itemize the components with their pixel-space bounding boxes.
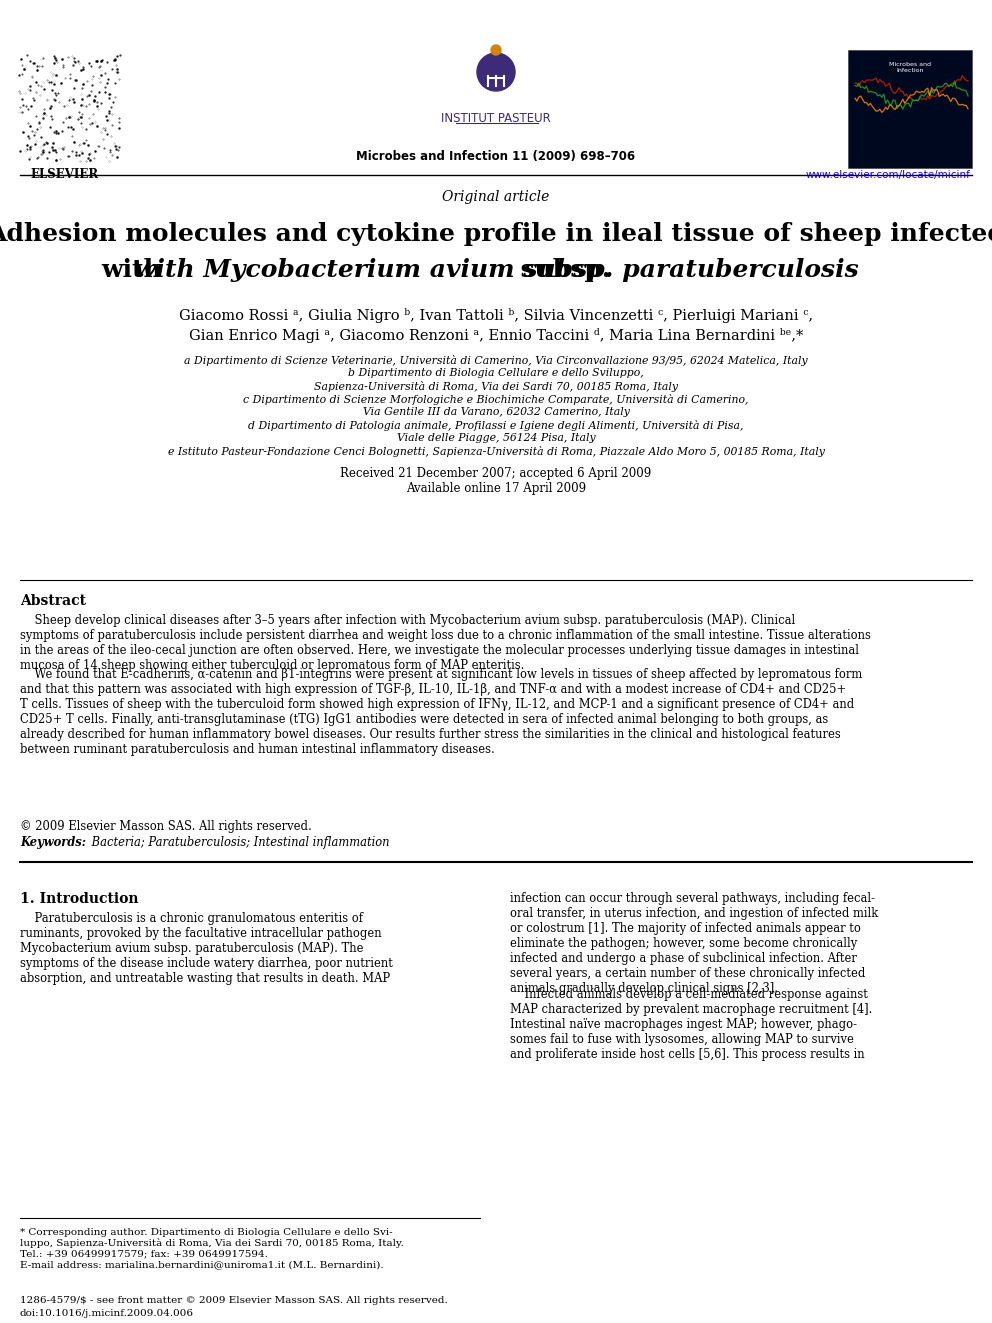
Text: Original article: Original article xyxy=(442,191,550,204)
Text: Bacteria; Paratuberculosis; Intestinal inflammation: Bacteria; Paratuberculosis; Intestinal i… xyxy=(88,836,390,849)
Text: Received 21 December 2007; accepted 6 April 2009: Received 21 December 2007; accepted 6 Ap… xyxy=(340,467,652,480)
Text: Giacomo Rossi ᵃ, Giulia Nigro ᵇ, Ivan Tattoli ᵇ, Silvia Vincenzetti ᶜ, Pierluigi: Giacomo Rossi ᵃ, Giulia Nigro ᵇ, Ivan Ta… xyxy=(179,308,813,323)
Text: ELSEVIER: ELSEVIER xyxy=(31,168,99,181)
Text: www.elsevier.com/locate/micinf: www.elsevier.com/locate/micinf xyxy=(806,169,970,180)
Text: Paratuberculosis is a chronic granulomatous enteritis of
ruminants, provoked by : Paratuberculosis is a chronic granulomat… xyxy=(20,912,393,986)
Text: Adhesion molecules and cytokine profile in ileal tissue of sheep infected: Adhesion molecules and cytokine profile … xyxy=(0,222,992,246)
Text: b Dipartimento di Biologia Cellulare e dello Sviluppo,: b Dipartimento di Biologia Cellulare e d… xyxy=(348,368,644,378)
Text: Via Gentile III da Varano, 62032 Camerino, Italy: Via Gentile III da Varano, 62032 Camerin… xyxy=(362,407,630,417)
Text: doi:10.1016/j.micinf.2009.04.006: doi:10.1016/j.micinf.2009.04.006 xyxy=(20,1308,194,1318)
Text: e Istituto Pasteur-Fondazione Cenci Bolognetti, Sapienza-Università di Roma, Pia: e Istituto Pasteur-Fondazione Cenci Bolo… xyxy=(168,446,824,456)
Text: c Dipartimento di Scienze Morfologiche e Biochimiche Comparate, Università di Ca: c Dipartimento di Scienze Morfologiche e… xyxy=(243,394,749,405)
Circle shape xyxy=(491,45,501,56)
Text: Available online 17 April 2009: Available online 17 April 2009 xyxy=(406,482,586,495)
Bar xyxy=(848,50,972,168)
Text: Keywords:: Keywords: xyxy=(20,836,86,849)
Text: INSTITUT PASTEUR: INSTITUT PASTEUR xyxy=(441,112,551,124)
Text: infection can occur through several pathways, including fecal-
oral transfer, in: infection can occur through several path… xyxy=(510,892,878,995)
Text: Microbes and
Infection: Microbes and Infection xyxy=(889,62,931,73)
Text: Gian Enrico Magi ᵃ, Giacomo Renzoni ᵃ, Ennio Taccini ᵈ, Maria Lina Bernardini ᵇᵉ: Gian Enrico Magi ᵃ, Giacomo Renzoni ᵃ, E… xyxy=(188,328,804,343)
Circle shape xyxy=(477,53,515,91)
Text: d Dipartimento di Patologia animale, Profilassi e Igiene degli Alimenti, Univers: d Dipartimento di Patologia animale, Pro… xyxy=(248,419,744,431)
Text: a Dipartimento di Scienze Veterinarie, Università di Camerino, Via Circonvallazi: a Dipartimento di Scienze Veterinarie, U… xyxy=(185,355,807,366)
Text: Sapienza-Università di Roma, Via dei Sardi 70, 00185 Roma, Italy: Sapienza-Università di Roma, Via dei Sar… xyxy=(314,381,678,392)
Text: with Mycobacterium avium subsp. paratuberculosis: with Mycobacterium avium subsp. paratube… xyxy=(134,258,858,282)
Text: Sheep develop clinical diseases after 3–5 years after infection with Mycobacteri: Sheep develop clinical diseases after 3–… xyxy=(20,614,871,672)
Text: 1. Introduction: 1. Introduction xyxy=(20,892,139,906)
Text: We found that E-cadherins, α-catenin and β1-integrins were present at significan: We found that E-cadherins, α-catenin and… xyxy=(20,668,862,755)
Text: Microbes and Infection 11 (2009) 698–706: Microbes and Infection 11 (2009) 698–706 xyxy=(356,149,636,163)
Text: Viale delle Piagge, 56124 Pisa, Italy: Viale delle Piagge, 56124 Pisa, Italy xyxy=(397,433,595,443)
Text: Infected animals develop a cell-mediated response against
MAP characterized by p: Infected animals develop a cell-mediated… xyxy=(510,988,872,1061)
Text: Abstract: Abstract xyxy=(20,594,86,609)
Text: 1286-4579/$ - see front matter © 2009 Elsevier Masson SAS. All rights reserved.: 1286-4579/$ - see front matter © 2009 El… xyxy=(20,1297,447,1304)
Text: © 2009 Elsevier Masson SAS. All rights reserved.: © 2009 Elsevier Masson SAS. All rights r… xyxy=(20,820,311,833)
Text: * Corresponding author. Dipartimento di Biologia Cellulare e dello Svi-
luppo, S: * Corresponding author. Dipartimento di … xyxy=(20,1228,404,1269)
Text: with                                         subsp.: with subsp. xyxy=(101,258,891,282)
